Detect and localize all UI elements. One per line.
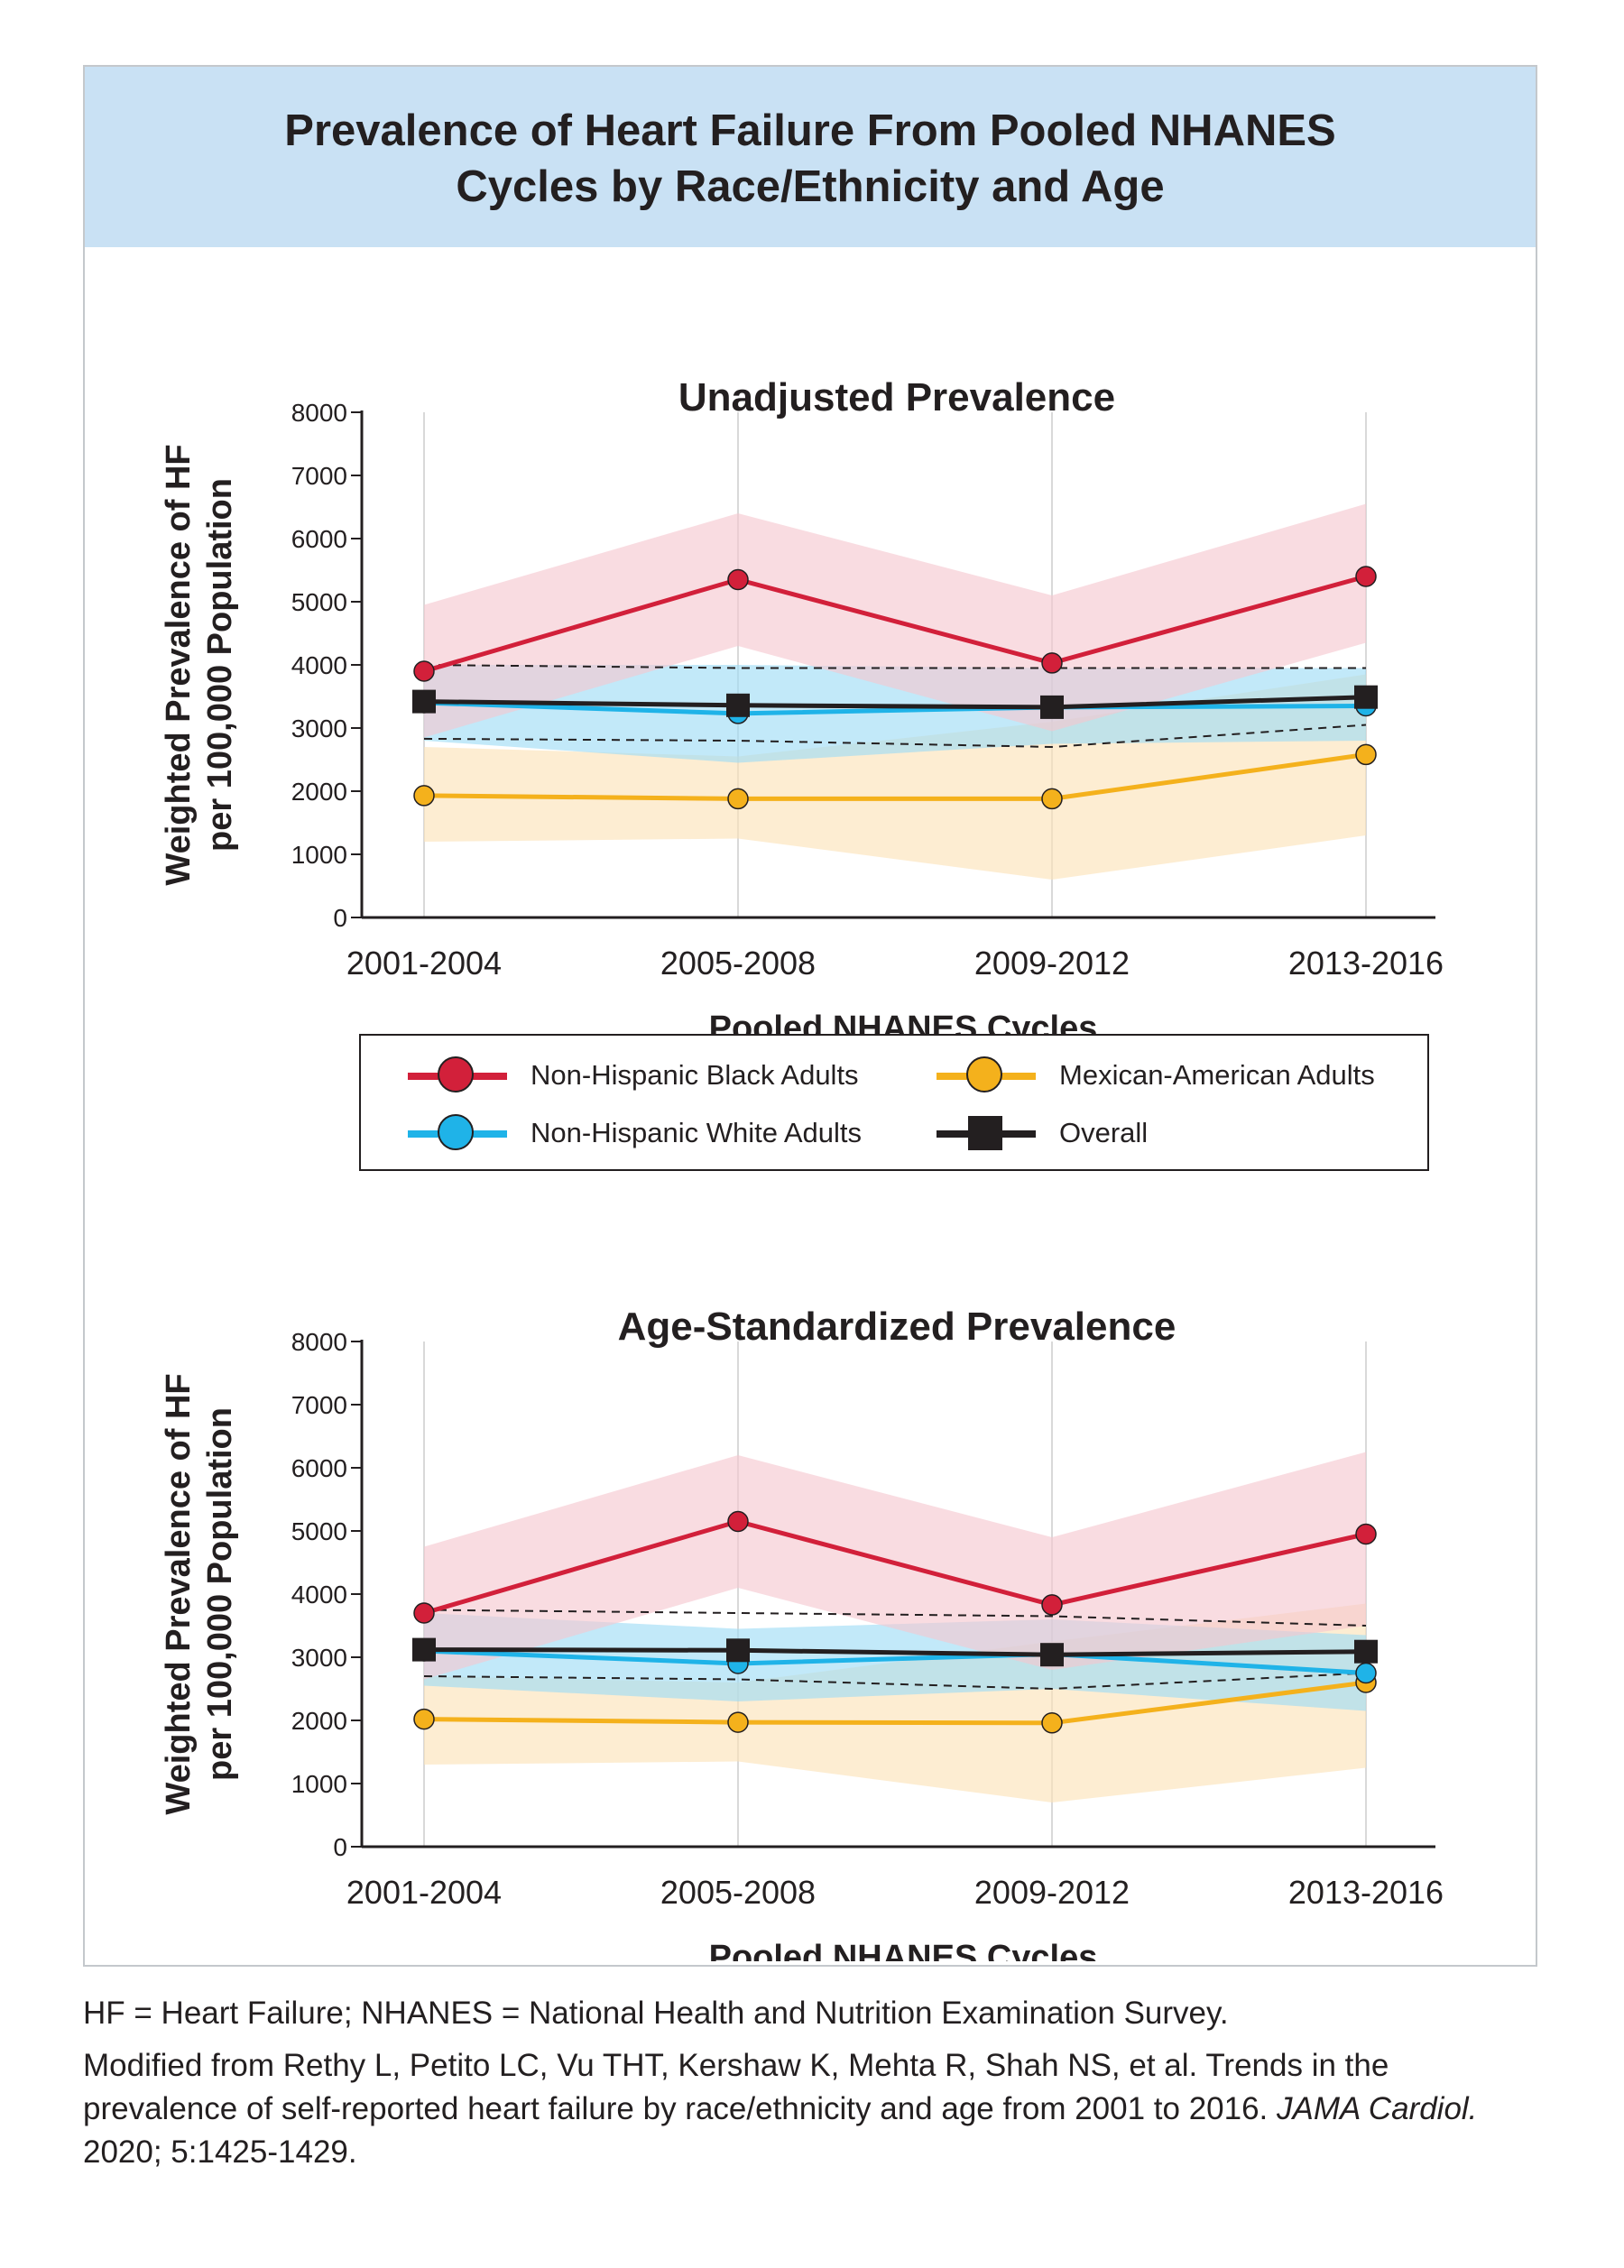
x-tick-label: 2001-2004 (346, 945, 502, 982)
y-tick-label: 3000 (291, 1644, 347, 1672)
chart-title: Age-Standardized Prevalence (618, 1305, 1176, 1349)
overall-ci-ci-low-line (423, 1672, 1367, 1691)
y-tick-label: 3000 (291, 715, 347, 742)
y-axis-label-line-2: per 100,000 Population (201, 1407, 239, 1781)
header-band: Prevalence of Heart Failure From Pooled … (85, 67, 1536, 247)
x-tick-label: 2001-2004 (346, 1874, 502, 1911)
legend-label-white: Non-Hispanic White Adults (531, 1117, 862, 1148)
x-tick-label: 2005-2008 (660, 1874, 816, 1911)
point-overall (412, 1637, 436, 1662)
x-tick-label: 2009-2012 (974, 945, 1130, 982)
chart-title: Unadjusted Prevalence (678, 375, 1115, 419)
point-overall (1354, 685, 1378, 709)
point-overall (726, 693, 750, 717)
ci-band-black (424, 1452, 1366, 1680)
point-black (1041, 1594, 1063, 1616)
legend-marker-mexican (937, 1048, 1036, 1102)
point-black (1355, 566, 1377, 587)
point-overall (1040, 1643, 1064, 1667)
y-axis-label-line-1: Weighted Prevalence of HF (160, 444, 198, 885)
point-white (1355, 1662, 1377, 1684)
legend-item-mexican: Mexican-American Adults (937, 1048, 1375, 1102)
y-tick-label: 0 (333, 904, 347, 932)
footer-journal: JAMA Cardiol. (1277, 2091, 1478, 2126)
legend: Non-Hispanic Black Adults Mexican-Americ… (359, 1034, 1429, 1171)
footer: HF = Heart Failure; NHANES = National He… (83, 1992, 1545, 2183)
legend-item-overall: Overall (937, 1106, 1148, 1160)
series-line-white (423, 700, 1367, 716)
y-tick-label: 7000 (291, 462, 347, 490)
series-line-white (423, 1648, 1367, 1675)
y-tick-label: 1000 (291, 1770, 347, 1798)
point-overall (412, 689, 436, 714)
figure-title-line-1: Prevalence of Heart Failure From Pooled … (284, 106, 1336, 155)
y-tick-label: 8000 (291, 399, 347, 427)
point-mexican (1041, 1712, 1063, 1734)
legend-marker-white (408, 1106, 507, 1160)
legend-item-white: Non-Hispanic White Adults (408, 1106, 862, 1160)
legend-label-mexican: Mexican-American Adults (1059, 1059, 1375, 1091)
point-black (1041, 652, 1063, 674)
series-line-black (423, 1519, 1367, 1616)
point-overall (1354, 1639, 1378, 1664)
series-line-mexican (423, 1680, 1367, 1726)
footer-abbreviations: HF = Heart Failure; NHANES = National He… (83, 1996, 1229, 2031)
point-mexican (727, 1711, 749, 1733)
y-tick-label: 4000 (291, 1581, 347, 1609)
y-tick-label: 4000 (291, 651, 347, 679)
figure-title: Prevalence of Heart Failure From Pooled … (85, 103, 1536, 215)
overall-ci-ci-high-line (423, 664, 1366, 669)
point-black (727, 1510, 749, 1533)
figure-title-line-2: Cycles by Race/Ethnicity and Age (456, 162, 1165, 211)
legend-label-overall: Overall (1059, 1117, 1149, 1148)
series-line-black (423, 574, 1367, 674)
y-tick-label: 5000 (291, 1517, 347, 1545)
unadjusted-chart: Unadjusted Prevalence 0 1000 2000 3000 4000 50… (160, 375, 1444, 1047)
y-tick-label: 7000 (291, 1391, 347, 1419)
point-mexican (1355, 743, 1377, 766)
x-axis-label: Pooled NHANES Cycles (709, 1939, 1098, 1961)
y-tick-label: 6000 (291, 1454, 347, 1482)
figure-frame: Prevalence of Heart Failure From Pooled … (83, 65, 1537, 1967)
point-black (727, 568, 749, 591)
series-line-overall (423, 695, 1367, 710)
x-tick-label: 2013-2016 (1288, 945, 1444, 982)
legend-marker-overall (937, 1106, 1036, 1160)
legend-marker-black (408, 1048, 507, 1102)
point-black (413, 1602, 435, 1624)
x-tick-label: 2013-2016 (1288, 1874, 1444, 1911)
footer-source: Modified from Rethy L, Petito LC, Vu THT… (83, 2044, 1545, 2174)
series-line-overall (423, 1647, 1367, 1657)
legend-item-black: Non-Hispanic Black Adults (408, 1048, 859, 1102)
y-axis-label-line-1: Weighted Prevalence of HF (160, 1373, 198, 1814)
overall-ci-ci-high-line (423, 1609, 1367, 1627)
point-black (413, 660, 435, 682)
point-mexican (727, 788, 749, 810)
y-tick-label: 0 (333, 1833, 347, 1861)
footer-citation: 2020; 5:1425-1429. (83, 2134, 357, 2170)
age-standardized-chart: Age-Standardized Prevalence 0 1000 2000 3000… (160, 1305, 1444, 1961)
y-tick-label: 8000 (291, 1328, 347, 1356)
x-tick-label: 2005-2008 (660, 945, 816, 982)
point-mexican (413, 785, 435, 807)
point-mexican (413, 1708, 435, 1730)
point-mexican (1041, 788, 1063, 810)
x-tick-label: 2009-2012 (974, 1874, 1130, 1911)
overall-ci-ci-low-line (423, 724, 1367, 749)
legend-label-black: Non-Hispanic Black Adults (531, 1059, 859, 1091)
y-axis-label-line-2: per 100,000 Population (201, 478, 239, 852)
series-line-mexican (423, 751, 1367, 801)
y-tick-label: 2000 (291, 1707, 347, 1735)
point-black (1355, 1523, 1377, 1545)
y-tick-label: 1000 (291, 841, 347, 869)
point-overall (726, 1638, 750, 1663)
y-tick-label: 5000 (291, 588, 347, 616)
y-tick-label: 2000 (291, 778, 347, 806)
footer-source-text: Modified from Rethy L, Petito LC, Vu THT… (83, 2048, 1389, 2126)
y-tick-label: 6000 (291, 525, 347, 553)
point-overall (1040, 695, 1064, 719)
